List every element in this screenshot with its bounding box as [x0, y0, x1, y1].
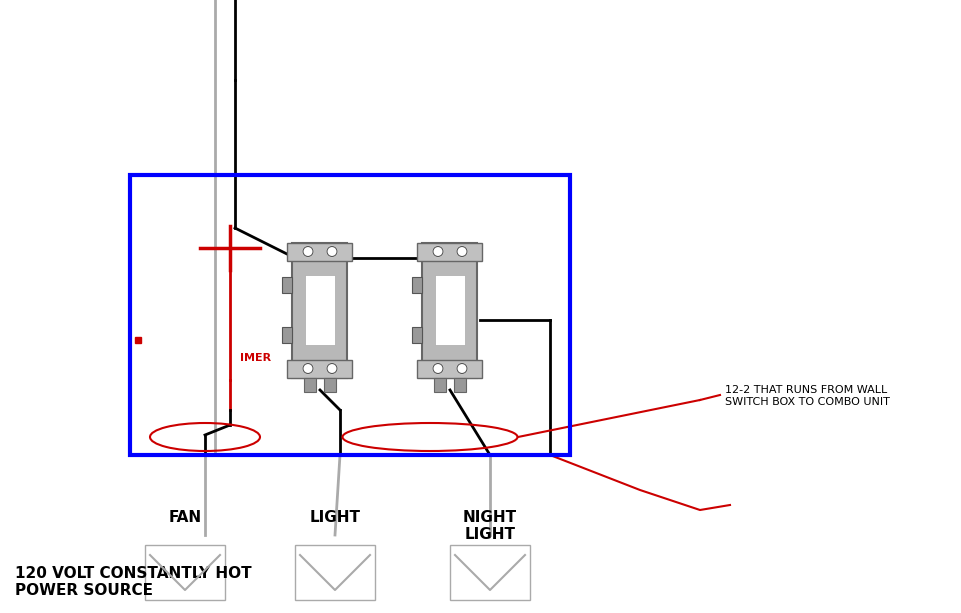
Text: FAN: FAN: [168, 510, 202, 525]
Bar: [292, 243, 347, 378]
Circle shape: [432, 246, 442, 256]
Bar: [295, 545, 375, 600]
Bar: [283, 277, 292, 293]
Bar: [417, 359, 482, 378]
Bar: [305, 275, 334, 345]
Bar: [434, 275, 464, 345]
Text: IMER: IMER: [239, 353, 271, 363]
Text: 12-2 THAT RUNS FROM WALL
SWITCH BOX TO COMBO UNIT: 12-2 THAT RUNS FROM WALL SWITCH BOX TO C…: [725, 385, 889, 406]
Circle shape: [327, 246, 336, 256]
Bar: [324, 378, 335, 392]
Text: NIGHT
LIGHT: NIGHT LIGHT: [462, 510, 516, 543]
Bar: [287, 359, 352, 378]
Bar: [412, 277, 422, 293]
Circle shape: [456, 364, 466, 373]
Bar: [433, 378, 446, 392]
Circle shape: [456, 246, 466, 256]
Text: LIGHT: LIGHT: [309, 510, 360, 525]
Bar: [283, 327, 292, 343]
Bar: [450, 545, 530, 600]
Circle shape: [327, 364, 336, 373]
Text: 120 VOLT CONSTANTLY HOT
POWER SOURCE: 120 VOLT CONSTANTLY HOT POWER SOURCE: [15, 566, 252, 598]
Circle shape: [432, 364, 442, 373]
Circle shape: [303, 246, 312, 256]
Bar: [304, 378, 315, 392]
Bar: [417, 243, 482, 261]
Bar: [422, 243, 477, 378]
Bar: [145, 545, 225, 600]
Bar: [130, 175, 570, 455]
Bar: [454, 378, 465, 392]
Circle shape: [303, 364, 312, 373]
Bar: [412, 327, 422, 343]
Bar: [287, 243, 352, 261]
